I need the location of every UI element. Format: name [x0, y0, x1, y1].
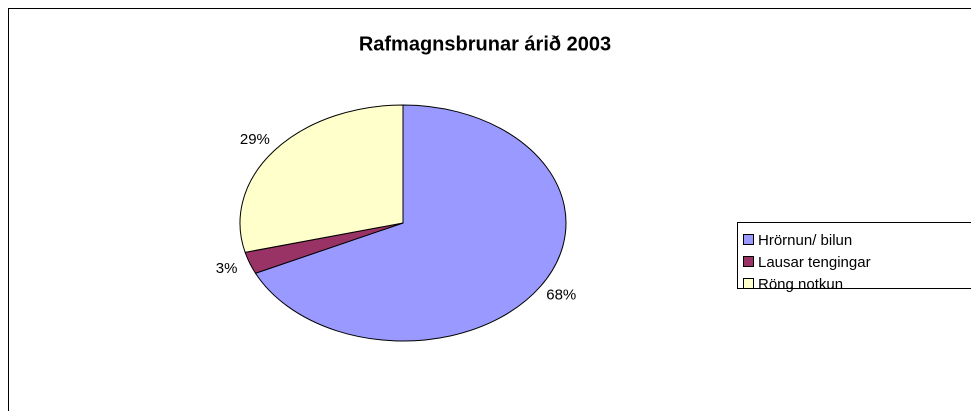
pie-slice	[254, 104, 567, 342]
legend-label: Röng notkun	[758, 276, 843, 293]
legend-swatch	[743, 256, 754, 267]
legend-swatch	[743, 234, 754, 245]
legend-label: Lausar tengingar	[758, 254, 871, 271]
pie-slice	[239, 104, 404, 253]
chart-title: Rafmagnsbrunar árið 2003	[359, 33, 611, 55]
data-label: 68%	[546, 287, 576, 304]
data-label: 3%	[216, 260, 238, 277]
data-label: 29%	[240, 131, 270, 148]
legend-box	[737, 222, 971, 289]
legend-swatch	[743, 278, 754, 289]
legend-label: Hrörnun/ bilun	[758, 232, 852, 249]
